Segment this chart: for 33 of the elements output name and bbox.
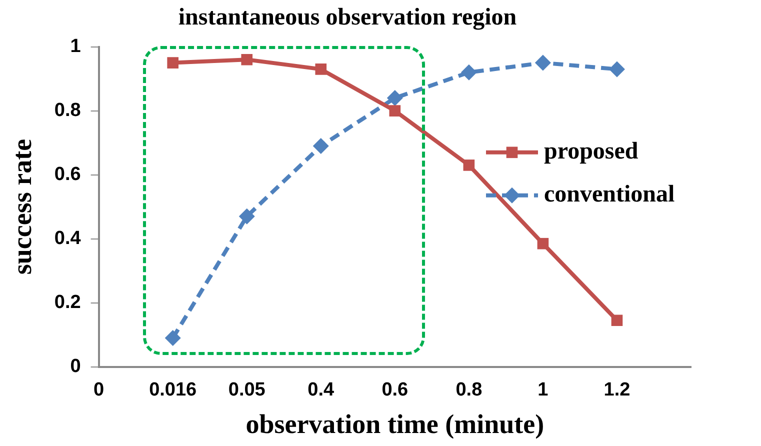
x-tick-label: 0 — [94, 379, 104, 400]
x-tick-label: 0.6 — [382, 379, 408, 400]
y-tick-label: 0 — [70, 356, 81, 378]
point — [167, 57, 178, 68]
x-tick-label: 0.016 — [149, 379, 197, 400]
point — [386, 90, 403, 106]
point — [238, 208, 255, 224]
point — [389, 105, 401, 116]
chart-title: instantaneous observation region — [178, 4, 517, 31]
point — [463, 160, 475, 171]
x-tick-label: 1 — [538, 379, 549, 400]
x-tick-label: 1.2 — [604, 379, 630, 400]
x-tick-label: 0.4 — [308, 379, 335, 400]
legend-label: proposed — [544, 138, 639, 165]
legend-label: conventional — [544, 182, 676, 208]
y-tick-label: 0.8 — [54, 100, 81, 122]
point — [537, 238, 549, 250]
y-tick-label: 0.6 — [54, 164, 81, 186]
point — [611, 314, 623, 326]
point — [460, 64, 477, 80]
point — [312, 138, 329, 154]
y-tick-label: 0.2 — [54, 292, 81, 314]
y-axis-title: success rate — [7, 138, 38, 275]
point — [241, 54, 253, 66]
point — [608, 61, 625, 78]
x-tick-label: 0.8 — [456, 379, 482, 400]
point — [164, 330, 181, 346]
y-tick-label: 0.4 — [54, 228, 82, 250]
point — [315, 64, 327, 75]
x-tick-label: 0.05 — [228, 379, 266, 400]
x-axis-title: observation time (minute) — [246, 408, 544, 439]
point — [534, 54, 551, 71]
y-tick-label: 1 — [70, 36, 82, 58]
